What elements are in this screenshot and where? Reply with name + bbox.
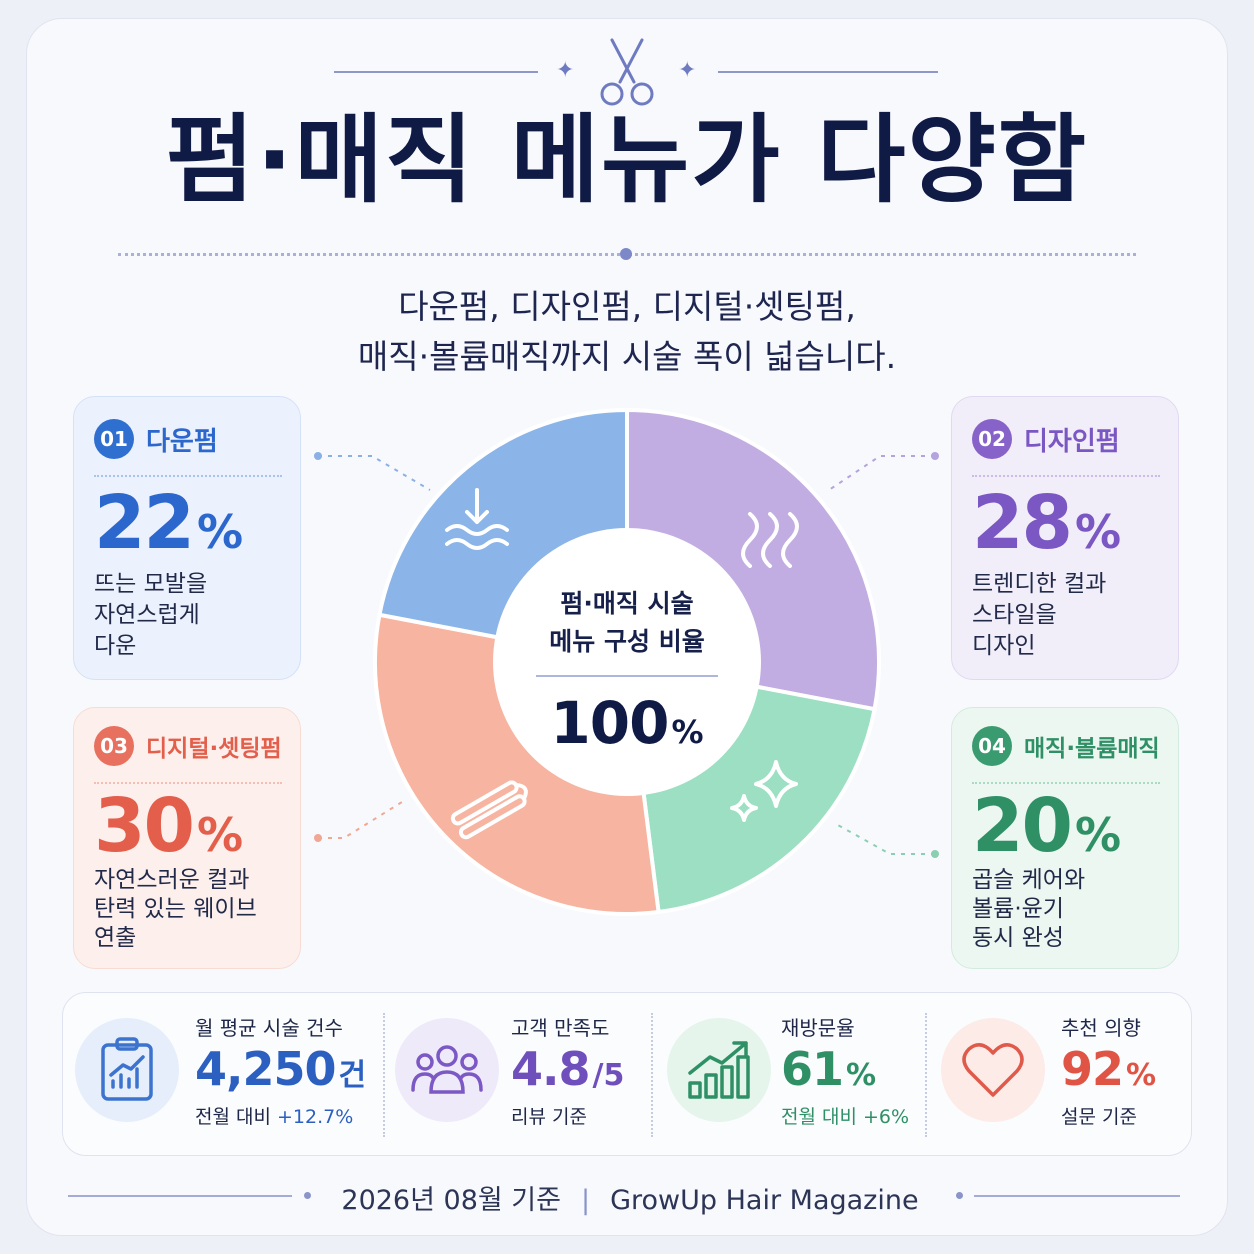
stat-divider bbox=[383, 1013, 385, 1137]
stat-divider bbox=[651, 1013, 653, 1137]
category-name: 다운펌 bbox=[146, 426, 218, 457]
scissors-icon bbox=[600, 38, 654, 106]
category-percent: 30% bbox=[94, 783, 244, 869]
sparkle-icon-right: ✦ bbox=[678, 58, 697, 83]
stat-value: 4.8/5 bbox=[511, 1042, 625, 1096]
clipboard-chart-icon bbox=[75, 1018, 179, 1122]
connector-dot-3 bbox=[314, 834, 322, 842]
category-description: 자연스러운 컬과 탄력 있는 웨이브 연출 bbox=[94, 866, 257, 951]
category-name: 디자인펌 bbox=[1024, 426, 1120, 457]
donut-center-label: 펌·매직 시술 메뉴 구성 비율 100% bbox=[520, 585, 734, 757]
people-icon bbox=[395, 1018, 499, 1122]
heart-icon bbox=[941, 1018, 1045, 1122]
connector-dot-2 bbox=[931, 452, 939, 460]
donut-hole bbox=[493, 528, 761, 796]
stat-recommend-intent: 추천 의향 92% 설문 기준 bbox=[941, 993, 1187, 1157]
footer-date: 2026년 08월 기준 bbox=[341, 1185, 561, 1216]
category-description: 트렌디한 컬과 스타일을 디자인 bbox=[972, 570, 1107, 659]
category-card-digital-setting-perm: 03 디지털·셋팅펌 30% 자연스러운 컬과 탄력 있는 웨이브 연출 bbox=[73, 707, 301, 969]
category-description: 곱슬 케어와 볼륨·윤기 동시 완성 bbox=[972, 866, 1086, 951]
center-label-line-2: 메뉴 구성 비율 bbox=[549, 627, 705, 656]
category-number: 04 bbox=[972, 726, 1012, 766]
page-title: 펌·매직 메뉴가 다양함 bbox=[165, 104, 1089, 216]
category-percent: 20% bbox=[972, 783, 1122, 869]
category-percent: 28% bbox=[972, 480, 1122, 566]
header-line-right bbox=[718, 71, 938, 73]
stat-value: 4,250 건 bbox=[195, 1042, 367, 1096]
category-number: 01 bbox=[94, 419, 134, 459]
category-number: 02 bbox=[972, 419, 1012, 459]
stat-label: 월 평균 시술 건수 bbox=[195, 1016, 343, 1040]
growth-chart-icon bbox=[667, 1018, 771, 1122]
stats-bar: 월 평균 시술 건수 4,250 건 전월 대비 +12.7% 고객 만족도 4.… bbox=[62, 992, 1192, 1156]
footer-dot-right bbox=[956, 1192, 963, 1199]
category-number: 03 bbox=[94, 726, 134, 766]
center-total: 100% bbox=[550, 689, 704, 757]
stat-note: 리뷰 기준 bbox=[511, 1106, 587, 1128]
subtitle-line-1: 다운펌, 디자인펌, 디지털·셋팅펌, bbox=[398, 287, 856, 326]
stat-monthly-procedures: 월 평균 시술 건수 4,250 건 전월 대비 +12.7% bbox=[75, 993, 381, 1157]
footer-line-left bbox=[68, 1195, 292, 1197]
category-name: 매직·볼륨매직 bbox=[1024, 736, 1160, 762]
sparkle-icon-left: ✦ bbox=[556, 58, 575, 83]
footer-source: GrowUp Hair Magazine bbox=[610, 1185, 919, 1216]
stat-note: 설문 기준 bbox=[1061, 1106, 1137, 1128]
connector-line-1 bbox=[318, 455, 431, 491]
title-divider-dot bbox=[620, 248, 632, 260]
connector-line-3 bbox=[318, 801, 403, 839]
stat-label: 추천 의향 bbox=[1061, 1016, 1141, 1040]
category-description: 뜨는 모발을 자연스럽게 다운 bbox=[94, 570, 208, 659]
connector-line-4 bbox=[835, 823, 935, 855]
stat-note: 전월 대비 +12.7% bbox=[195, 1106, 354, 1128]
category-card-magic-volume-magic: 04 매직·볼륨매직 20% 곱슬 케어와 볼륨·윤기 동시 완성 bbox=[951, 707, 1179, 969]
category-percent: 22% bbox=[94, 480, 244, 566]
connector-dot-4 bbox=[931, 850, 939, 858]
subtitle: 다운펌, 디자인펌, 디지털·셋팅펌, 매직·볼륨매직까지 시술 폭이 넓습니다… bbox=[0, 282, 1254, 382]
stat-value: 61% bbox=[781, 1042, 877, 1096]
category-name: 디지털·셋팅펌 bbox=[146, 736, 282, 762]
connector-line-2 bbox=[825, 455, 935, 493]
footer-dot-left bbox=[304, 1192, 311, 1199]
stat-revisit-rate: 재방문율 61% 전월 대비 +6% bbox=[667, 993, 923, 1157]
stat-customer-satisfaction: 고객 만족도 4.8/5 리뷰 기준 bbox=[395, 993, 651, 1157]
category-card-design-perm: 02 디자인펌 28% 트렌디한 컬과 스타일을 디자인 bbox=[951, 396, 1179, 680]
flat-iron-icon bbox=[450, 780, 528, 840]
sparkle-icon bbox=[730, 760, 798, 822]
center-label-line-1: 펌·매직 시술 bbox=[560, 589, 694, 618]
stat-label: 재방문율 bbox=[781, 1016, 855, 1040]
footer-divider: | bbox=[581, 1185, 591, 1216]
wave-lines-icon bbox=[741, 512, 799, 568]
stat-divider bbox=[925, 1013, 927, 1137]
footer: 2026년 08월 기준 | GrowUp Hair Magazine bbox=[320, 1178, 940, 1217]
footer-line-right bbox=[974, 1195, 1180, 1197]
connector-dot-1 bbox=[314, 452, 322, 460]
subtitle-line-2: 매직·볼륨매직까지 시술 폭이 넓습니다. bbox=[357, 337, 897, 376]
stat-value: 92% bbox=[1061, 1042, 1157, 1096]
category-card-down-perm: 01 다운펌 22% 뜨는 모발을 자연스럽게 다운 bbox=[73, 396, 301, 680]
stat-note: 전월 대비 +6% bbox=[781, 1106, 910, 1128]
header-line-left bbox=[334, 71, 538, 73]
stat-label: 고객 만족도 bbox=[511, 1016, 610, 1040]
down-wave-icon bbox=[445, 488, 509, 550]
